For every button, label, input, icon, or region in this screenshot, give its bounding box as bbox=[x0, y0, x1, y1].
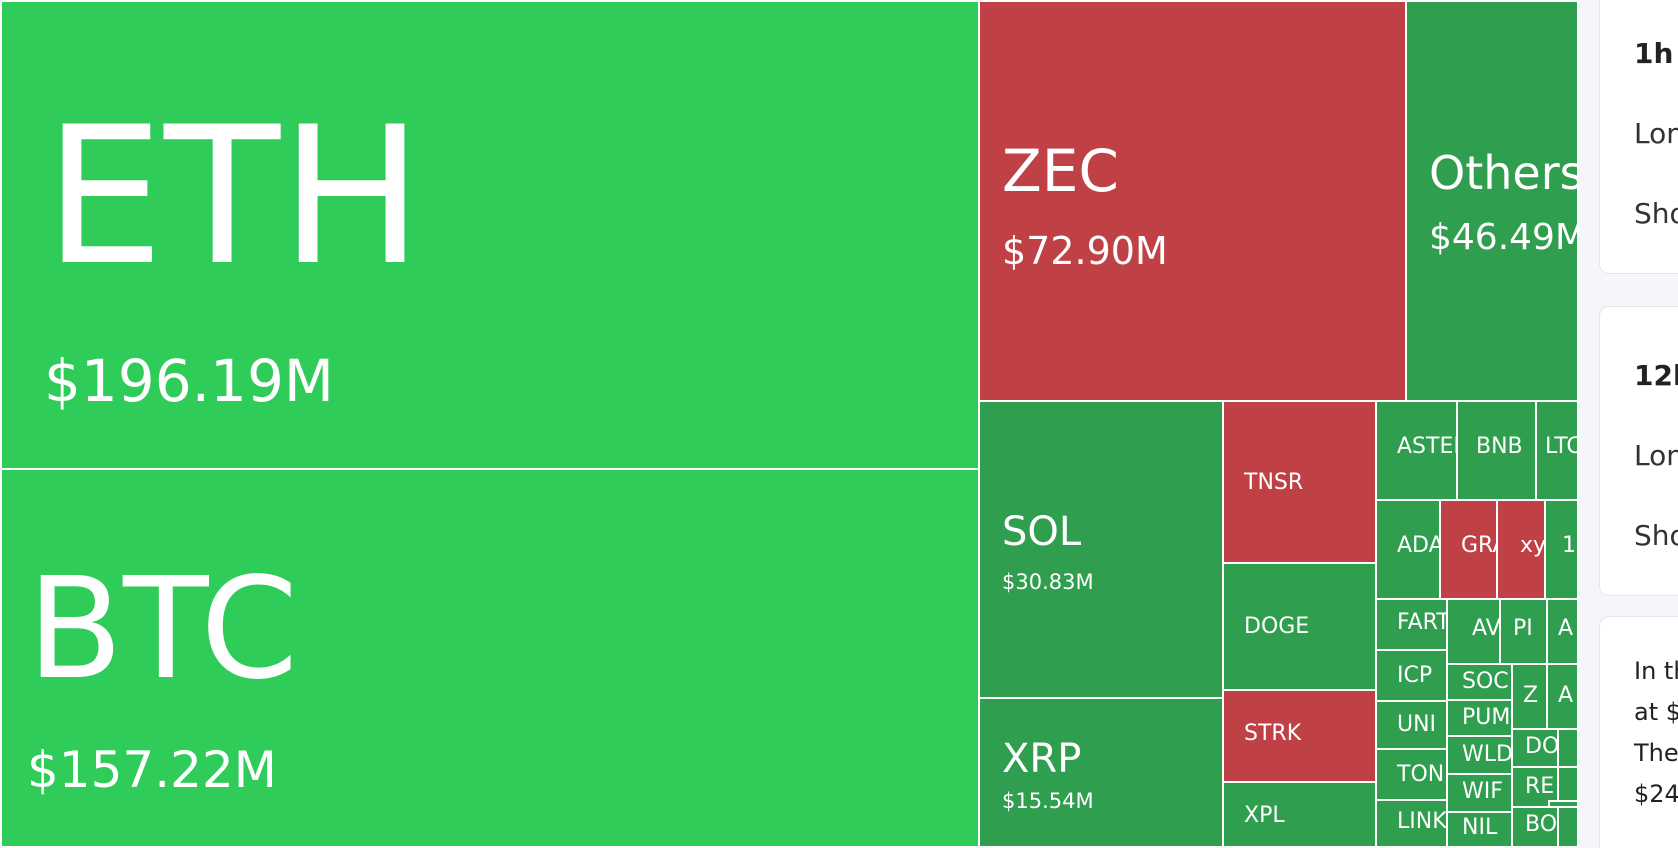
tile-wld[interactable]: WLD bbox=[1446, 735, 1513, 775]
tile-symbol: WIF bbox=[1462, 779, 1503, 804]
tile-nil[interactable]: NIL bbox=[1446, 811, 1513, 848]
tile-one[interactable]: 1 bbox=[1544, 499, 1579, 600]
tile-symbol: GRA bbox=[1461, 533, 1496, 558]
card-12h-short-label: Sho bbox=[1634, 519, 1678, 552]
tile-av[interactable]: AV bbox=[1446, 598, 1501, 665]
tile-symbol: LINK bbox=[1397, 809, 1447, 834]
tile-value: $157.22M bbox=[27, 741, 277, 799]
tile-eth[interactable]: ETH $196.19M bbox=[0, 0, 980, 470]
tile-s4[interactable] bbox=[1548, 800, 1579, 808]
tile-tnsr[interactable]: TNSR bbox=[1222, 400, 1377, 564]
tile-symbol: SOL bbox=[1002, 509, 1082, 555]
tile-symbol: ADA bbox=[1397, 533, 1441, 558]
tile-pi[interactable]: PI bbox=[1499, 598, 1548, 665]
card-12h-title: 12h bbox=[1634, 359, 1678, 392]
tile-symbol: A bbox=[1558, 616, 1574, 641]
tile-symbol: 1 bbox=[1562, 533, 1576, 558]
card-1h-title: 1h bbox=[1634, 37, 1674, 70]
summary-line-4: $24 bbox=[1634, 780, 1678, 808]
tile-symbol: UNI bbox=[1397, 712, 1437, 737]
card-1h-long-label: Lon bbox=[1634, 117, 1678, 150]
tile-btc[interactable]: BTC $157.22M bbox=[0, 468, 980, 848]
tile-do[interactable]: DO bbox=[1511, 728, 1559, 768]
tile-symbol: TNSR bbox=[1244, 470, 1304, 495]
tile-symbol: BNB bbox=[1476, 434, 1523, 459]
tile-symbol: ZEC bbox=[1002, 137, 1119, 205]
card-1h-short-label: Sho bbox=[1634, 197, 1678, 230]
tile-z1[interactable]: Z bbox=[1511, 663, 1548, 730]
tile-symbol: FART bbox=[1397, 610, 1448, 635]
tile-symbol: TON bbox=[1397, 762, 1445, 787]
tile-symbol: PUM bbox=[1462, 705, 1511, 730]
summary-line-1: In th bbox=[1634, 657, 1678, 685]
tile-symbol: AV bbox=[1472, 616, 1501, 641]
stats-sidebar: 1h Lon Sho 12h Lon Sho In th at $ The $2… bbox=[1579, 0, 1678, 848]
tile-gra[interactable]: GRA bbox=[1439, 499, 1498, 600]
tile-symbol: xy bbox=[1520, 533, 1546, 558]
tile-bo[interactable]: BO bbox=[1511, 806, 1559, 848]
tile-wif[interactable]: WIF bbox=[1446, 773, 1513, 813]
tile-value: $30.83M bbox=[1002, 570, 1094, 594]
card-1h: 1h Lon Sho bbox=[1599, 0, 1678, 274]
tile-symbol: XRP bbox=[1002, 736, 1082, 782]
tile-aster[interactable]: ASTER bbox=[1375, 400, 1458, 501]
tile-symbol: RE bbox=[1525, 774, 1555, 799]
tile-symbol: ICP bbox=[1397, 663, 1433, 688]
tile-symbol: DO bbox=[1525, 734, 1559, 759]
tile-fart[interactable]: FART bbox=[1375, 598, 1448, 651]
tile-ton[interactable]: TON bbox=[1375, 748, 1448, 801]
tile-value: $46.49M bbox=[1429, 217, 1579, 258]
tile-symbol: WLD bbox=[1462, 742, 1513, 767]
tile-xy[interactable]: xy bbox=[1496, 499, 1546, 600]
tile-strk[interactable]: STRK bbox=[1222, 689, 1377, 783]
tile-bnb[interactable]: BNB bbox=[1456, 400, 1537, 501]
tile-symbol: ETH bbox=[44, 86, 423, 307]
card-12h: 12h Lon Sho bbox=[1599, 306, 1678, 596]
tile-pum[interactable]: PUM bbox=[1446, 699, 1513, 737]
liquidation-treemap: ETH $196.19M BTC $157.22M ZEC $72.90M Others $4… bbox=[0, 0, 1579, 848]
tile-icp[interactable]: ICP bbox=[1375, 649, 1448, 702]
summary-line-3: The bbox=[1634, 739, 1678, 767]
tile-xrp[interactable]: XRP $15.54M bbox=[978, 697, 1224, 848]
tile-symbol: A bbox=[1558, 683, 1574, 708]
tile-soc[interactable]: SOC bbox=[1446, 663, 1513, 701]
tile-xpl[interactable]: XPL bbox=[1222, 781, 1377, 848]
tile-zec[interactable]: ZEC $72.90M bbox=[978, 0, 1407, 402]
tile-link[interactable]: LINK bbox=[1375, 799, 1448, 848]
tile-a1[interactable]: A bbox=[1546, 598, 1579, 665]
tile-symbol: LTC bbox=[1545, 434, 1579, 459]
tile-others[interactable]: Others $46.49M bbox=[1405, 0, 1579, 402]
summary-card: In th at $ The $24 bbox=[1599, 616, 1678, 848]
tile-symbol: Others bbox=[1429, 146, 1579, 200]
tile-ada[interactable]: ADA bbox=[1375, 499, 1441, 600]
tile-s3[interactable] bbox=[1557, 806, 1579, 848]
tile-a2[interactable]: A bbox=[1546, 663, 1579, 730]
tile-symbol: PI bbox=[1513, 616, 1533, 641]
tile-symbol: Z bbox=[1523, 683, 1539, 708]
tile-uni[interactable]: UNI bbox=[1375, 700, 1448, 750]
tile-sol[interactable]: SOL $30.83M bbox=[978, 400, 1224, 699]
tile-symbol: NIL bbox=[1462, 815, 1498, 840]
tile-value: $196.19M bbox=[44, 347, 334, 415]
card-12h-long-label: Lon bbox=[1634, 439, 1678, 472]
tile-symbol: DOGE bbox=[1244, 614, 1310, 639]
tile-value: $15.54M bbox=[1002, 789, 1094, 813]
tile-re[interactable]: RE bbox=[1511, 766, 1559, 808]
tile-symbol: XPL bbox=[1244, 803, 1285, 828]
tile-s1[interactable] bbox=[1557, 728, 1579, 768]
tile-doge[interactable]: DOGE bbox=[1222, 562, 1377, 691]
summary-line-2: at $ bbox=[1634, 698, 1678, 726]
tile-symbol: BO bbox=[1525, 812, 1558, 837]
tile-value: $72.90M bbox=[1002, 229, 1168, 273]
tile-symbol: ASTER bbox=[1397, 434, 1456, 459]
tile-symbol: STRK bbox=[1244, 721, 1302, 746]
tile-symbol: BTC bbox=[27, 548, 299, 711]
tile-symbol: SOC bbox=[1462, 669, 1509, 694]
tile-ltc[interactable]: LTC bbox=[1535, 400, 1579, 501]
